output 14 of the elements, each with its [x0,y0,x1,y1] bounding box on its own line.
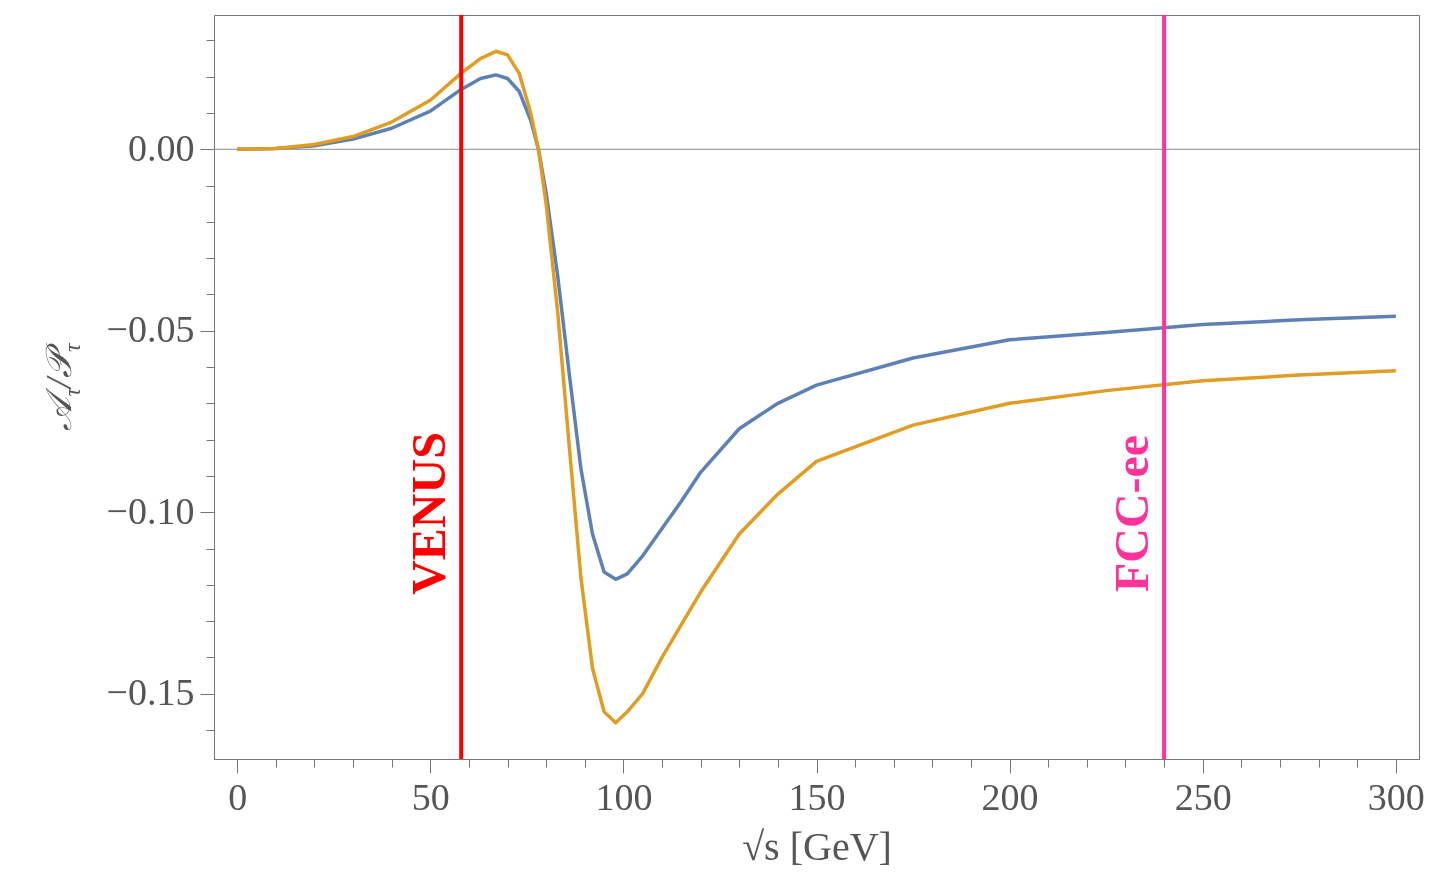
x-tick-label: 250 [1174,775,1232,818]
x-tick-label: 300 [1367,775,1425,818]
y-tick-label: 0.00 [128,126,195,169]
y-tick-label: −0.15 [106,671,195,714]
x-tick-label: 150 [788,775,846,818]
y-tick-label: −0.10 [106,489,195,532]
x-axis-title: √s [GeV] [742,823,892,869]
x-tick-label: 0 [228,775,248,818]
x-tick-label: 200 [981,775,1039,818]
y-tick-label: −0.05 [106,308,195,351]
ref-line-label: FCC-ee [1105,434,1159,593]
x-tick-label: 50 [411,775,450,818]
x-tick-label: 100 [595,775,653,818]
ref-line-label: VENUS [402,432,456,595]
